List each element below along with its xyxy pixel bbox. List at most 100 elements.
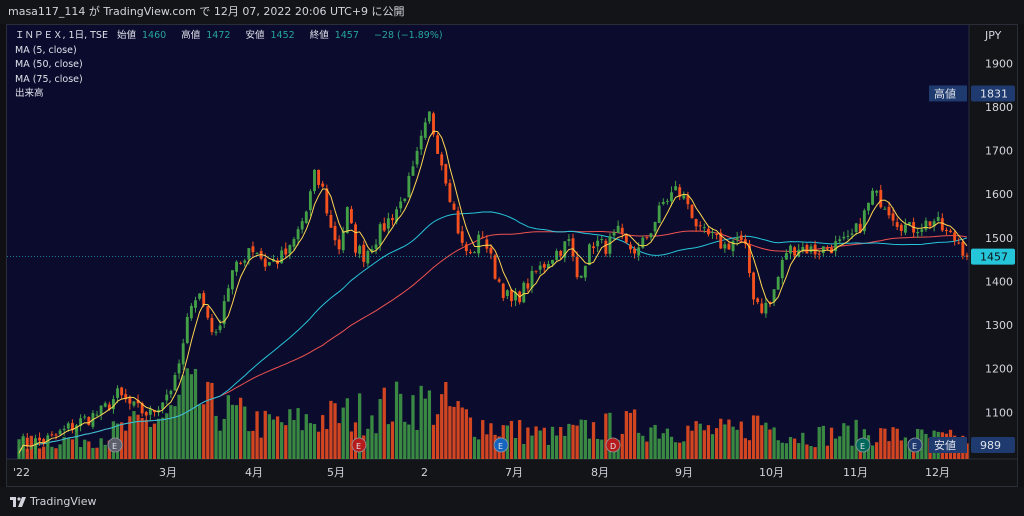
candle-body[interactable]	[206, 306, 210, 318]
candle-body[interactable]	[620, 227, 624, 233]
candle-body[interactable]	[624, 234, 628, 243]
candle-body[interactable]	[686, 195, 690, 205]
candle-body[interactable]	[706, 228, 710, 235]
candle-body[interactable]	[789, 245, 792, 254]
candle-body[interactable]	[739, 235, 743, 241]
tradingview-brand[interactable]: TradingView	[10, 495, 96, 508]
candle-body[interactable]	[953, 232, 957, 241]
indicator-volume[interactable]: 出来高	[15, 88, 44, 99]
candle-body[interactable]	[423, 122, 427, 138]
candle-body[interactable]	[132, 401, 136, 406]
candle-body[interactable]	[288, 245, 292, 254]
candle-body[interactable]	[25, 437, 29, 447]
candle-body[interactable]	[665, 200, 669, 202]
candle-body[interactable]	[653, 221, 657, 232]
candle-body[interactable]	[313, 169, 316, 192]
candle-body[interactable]	[559, 251, 563, 256]
candle-body[interactable]	[579, 275, 583, 278]
candle-body[interactable]	[267, 262, 271, 266]
candle-body[interactable]	[633, 248, 636, 254]
candle-body[interactable]	[304, 211, 308, 223]
candle-body[interactable]	[448, 183, 452, 202]
candle-body[interactable]	[690, 204, 694, 218]
candle-body[interactable]	[34, 438, 37, 450]
candle-body[interactable]	[317, 169, 321, 185]
candle-body[interactable]	[551, 259, 554, 264]
indicator-ma50[interactable]: MA (50, close)	[15, 59, 83, 70]
candle-body[interactable]	[120, 387, 124, 396]
price-chart[interactable]: JPY 1100 1200 1300 1400 1500 1600 1700 1800 1900 高…	[7, 25, 1017, 486]
candle-body[interactable]	[575, 256, 579, 278]
candle-body[interactable]	[838, 239, 842, 242]
candle-body[interactable]	[702, 227, 706, 229]
candle-body[interactable]	[940, 218, 944, 231]
candle-body[interactable]	[21, 437, 25, 452]
candle-body[interactable]	[678, 187, 682, 197]
candle-body[interactable]	[111, 399, 115, 410]
candle-body[interactable]	[83, 416, 87, 418]
candle-body[interactable]	[50, 434, 54, 436]
candle-body[interactable]	[386, 218, 390, 229]
candle-body[interactable]	[181, 343, 185, 365]
candle-body[interactable]	[944, 230, 948, 231]
candle-body[interactable]	[936, 217, 940, 221]
candle-body[interactable]	[140, 403, 144, 414]
candle-body[interactable]	[805, 244, 809, 254]
candle-body[interactable]	[698, 225, 702, 227]
candle-body[interactable]	[189, 305, 193, 319]
candle-body[interactable]	[645, 237, 649, 239]
candle-body[interactable]	[161, 402, 165, 410]
candle-body[interactable]	[932, 221, 936, 227]
candle-body[interactable]	[292, 239, 296, 247]
candle-body[interactable]	[949, 230, 952, 233]
candle-body[interactable]	[226, 288, 230, 302]
candle-body[interactable]	[308, 191, 312, 211]
candle-body[interactable]	[391, 218, 394, 221]
candle-body[interactable]	[300, 221, 304, 230]
candle-body[interactable]	[567, 239, 571, 241]
candle-body[interactable]	[395, 209, 398, 222]
candle-body[interactable]	[719, 232, 723, 249]
candle-body[interactable]	[70, 423, 74, 430]
candle-body[interactable]	[661, 202, 665, 204]
candle-body[interactable]	[563, 241, 567, 258]
candle-body[interactable]	[596, 240, 600, 247]
candle-body[interactable]	[210, 317, 214, 333]
candle-body[interactable]	[764, 302, 768, 314]
candle-body[interactable]	[887, 206, 891, 216]
candle-body[interactable]	[793, 247, 797, 256]
candle-body[interactable]	[62, 428, 66, 431]
candle-body[interactable]	[468, 252, 472, 254]
candle-body[interactable]	[489, 247, 493, 254]
candle-body[interactable]	[514, 292, 517, 301]
candle-body[interactable]	[419, 135, 423, 150]
candle-body[interactable]	[255, 253, 259, 255]
candle-body[interactable]	[727, 243, 731, 250]
candle-body[interactable]	[743, 239, 747, 244]
candle-body[interactable]	[501, 283, 505, 298]
candle-body[interactable]	[760, 303, 764, 313]
candle-body[interactable]	[924, 220, 928, 230]
candle-body[interactable]	[616, 225, 620, 233]
candle-body[interactable]	[846, 235, 850, 237]
candle-body[interactable]	[604, 240, 608, 254]
candle-body[interactable]	[641, 237, 645, 248]
candle-body[interactable]	[214, 331, 218, 333]
candle-body[interactable]	[694, 219, 698, 227]
candle-body[interactable]	[834, 241, 838, 252]
candle-body[interactable]	[280, 250, 284, 264]
candle-body[interactable]	[79, 418, 83, 426]
candle-body[interactable]	[530, 270, 534, 288]
candle-body[interactable]	[399, 201, 403, 209]
candle-body[interactable]	[875, 190, 879, 193]
candle-body[interactable]	[711, 232, 714, 234]
candle-body[interactable]	[432, 113, 435, 135]
candle-body[interactable]	[345, 207, 349, 234]
candle-body[interactable]	[657, 205, 661, 223]
candle-body[interactable]	[460, 231, 464, 243]
candle-body[interactable]	[842, 236, 846, 239]
indicator-ma75[interactable]: MA (75, close)	[15, 73, 83, 85]
candle-body[interactable]	[920, 229, 924, 232]
candle-body[interactable]	[649, 233, 653, 238]
candle-body[interactable]	[341, 230, 345, 251]
